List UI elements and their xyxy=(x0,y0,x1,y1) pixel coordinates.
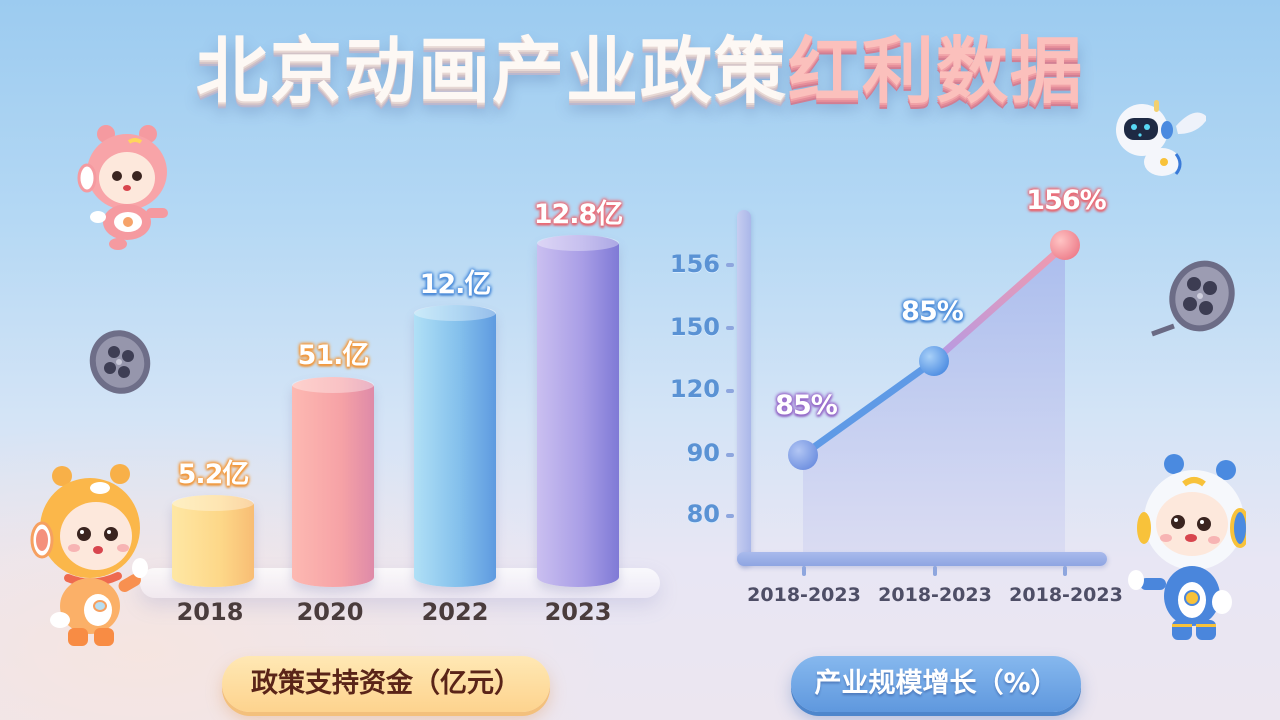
bar-label-2022: 12.亿 xyxy=(419,269,492,300)
bar-2023 xyxy=(537,235,619,587)
blue-mascot-icon xyxy=(1128,454,1246,640)
bar-label-2020: 51.亿 xyxy=(297,340,370,371)
growth-caption-pill: 产业规模增长（%） xyxy=(791,656,1081,712)
bar-label-2023: 12.8亿 xyxy=(533,199,624,230)
year-label-2023: 2023 xyxy=(544,598,612,626)
y-tick xyxy=(726,514,734,518)
funding-caption-pill: 政策支持资金（亿元） xyxy=(222,656,550,712)
line-segment-1 xyxy=(799,357,938,459)
line-segment-2 xyxy=(930,241,1069,365)
y-tick xyxy=(726,263,734,267)
x-tick xyxy=(933,566,937,576)
x-tick-label: 2018-2023 xyxy=(747,584,861,606)
film-reel-icon xyxy=(1151,260,1235,337)
bar-2020 xyxy=(292,377,374,587)
y-axis xyxy=(737,210,751,566)
data-point-1 xyxy=(788,440,818,470)
bar-label-2018: 5.2亿 xyxy=(177,459,250,490)
point-label-2: 85% xyxy=(901,296,964,327)
y-tick-label: 90 xyxy=(686,439,720,467)
orange-mascot-icon xyxy=(30,464,148,646)
robot-mascot-icon xyxy=(1116,100,1206,176)
title-pink-part: 红利数据 xyxy=(788,29,1085,113)
y-tick-label: 120 xyxy=(669,375,720,403)
y-tick xyxy=(726,326,734,330)
x-tick-label: 2018-2023 xyxy=(878,584,992,606)
page-title: 北京动画产业政策红利数据 xyxy=(0,26,1280,116)
x-tick-label: 2018-2023 xyxy=(1009,584,1123,606)
y-tick-label: 156 xyxy=(669,250,720,278)
x-tick xyxy=(802,566,806,576)
year-label-2020: 2020 xyxy=(296,598,364,626)
y-tick xyxy=(726,453,734,457)
y-tick-label: 150 xyxy=(669,313,720,341)
area-fill xyxy=(803,245,1065,552)
point-label-3: 156% xyxy=(1026,185,1106,216)
film-reel-icon xyxy=(89,330,151,394)
year-label-2022: 2022 xyxy=(421,598,489,626)
bar-2022 xyxy=(414,305,496,587)
x-axis xyxy=(737,552,1107,566)
data-point-3 xyxy=(1050,230,1080,260)
x-tick xyxy=(1063,566,1067,576)
point-label-1: 85% xyxy=(775,390,838,421)
y-tick xyxy=(726,389,734,393)
year-label-2018: 2018 xyxy=(176,598,244,626)
data-point-2 xyxy=(919,346,949,376)
bar-2018 xyxy=(172,495,254,587)
y-tick-label: 80 xyxy=(686,500,720,528)
pink-mascot-icon xyxy=(77,125,168,250)
title-white-part: 北京动画产业政策 xyxy=(195,29,788,113)
